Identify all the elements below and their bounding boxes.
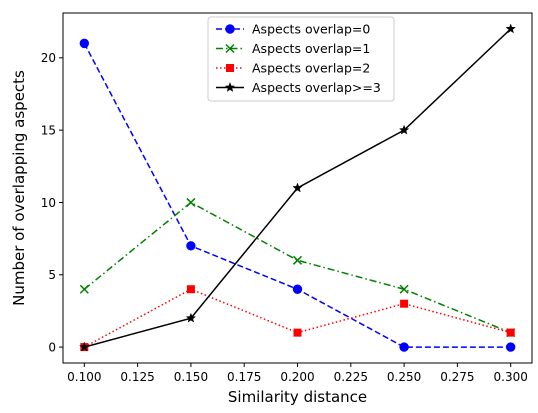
data-point <box>79 38 90 49</box>
legend-marker <box>225 24 235 34</box>
data-point <box>506 328 515 337</box>
legend: Aspects overlap=0 Aspects overlap=1 Aspect… <box>207 16 395 102</box>
data-point <box>79 284 89 294</box>
data-point <box>292 284 303 294</box>
y-tick-label: 0 <box>48 340 56 354</box>
x-tick-label: 0.275 <box>440 370 474 384</box>
legend-label: Aspects overlap=0 <box>252 22 370 37</box>
legend-box <box>207 16 395 102</box>
x-tick-label: 0.250 <box>387 370 421 384</box>
legend-label: Aspects overlap=1 <box>252 41 370 56</box>
data-point <box>186 285 195 294</box>
legend-label: Aspects overlap=2 <box>252 61 370 76</box>
plot-area <box>79 23 516 352</box>
x-tick-label: 0.100 <box>67 370 101 384</box>
x-tick-label: 0.225 <box>334 370 368 384</box>
data-point <box>505 23 516 34</box>
series-0 <box>79 38 516 352</box>
x-tick-label: 0.125 <box>120 370 154 384</box>
y-tick-label: 15 <box>41 123 56 137</box>
legend-marker <box>225 43 235 54</box>
x-tick-label: 0.175 <box>227 370 261 384</box>
legend-label: Aspects overlap>=3 <box>252 80 381 95</box>
legend-item: Aspects overlap=0 <box>216 22 370 37</box>
legend-marker <box>224 81 236 92</box>
legend-marker <box>226 64 234 72</box>
data-point <box>398 124 410 135</box>
series-line <box>83 201 511 334</box>
y-tick-label: 10 <box>41 196 56 210</box>
data-point <box>399 284 409 294</box>
series-3 <box>79 23 516 352</box>
x-tick-label: 0.200 <box>280 370 314 384</box>
x-tick-label: 0.150 <box>174 370 208 384</box>
data-point <box>293 328 302 337</box>
legend-item: Aspects overlap>=3 <box>216 80 381 95</box>
data-point <box>185 312 197 323</box>
data-point <box>79 341 90 352</box>
y-axis: 0 5 10 15 20 <box>41 51 63 354</box>
y-tick-label: 5 <box>48 268 56 282</box>
data-point <box>400 299 409 308</box>
x-axis-label: Similarity distance <box>228 388 367 406</box>
legend-item: Aspects overlap=2 <box>216 61 370 76</box>
legend-item: Aspects overlap=1 <box>216 41 370 56</box>
data-point <box>292 182 303 193</box>
data-point <box>186 197 196 207</box>
y-tick-label: 20 <box>41 51 56 65</box>
x-tick-label: 0.300 <box>494 370 528 384</box>
data-point <box>505 342 516 352</box>
y-axis-label: Number of overlapping aspects <box>10 70 28 306</box>
data-point <box>292 255 303 265</box>
data-point <box>186 241 196 251</box>
data-point <box>399 342 409 352</box>
x-axis: 0.100 0.125 0.150 0.175 0.200 0.225 0.250 0.275… <box>67 363 528 384</box>
